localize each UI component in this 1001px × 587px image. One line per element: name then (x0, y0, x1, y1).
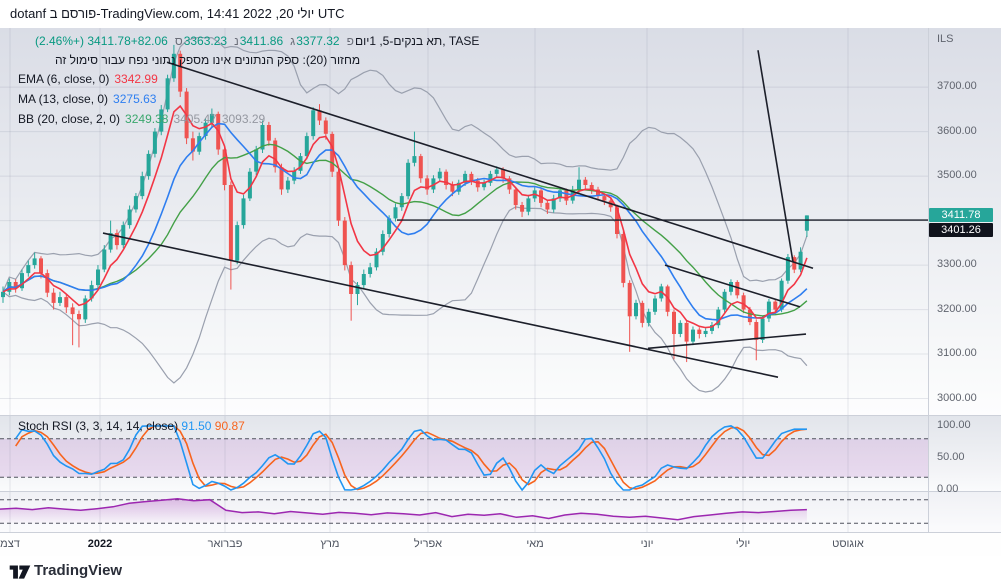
stoch-rsi-legend: Stoch RSI (3, 3, 14, 14, close) 91.50 90… (18, 419, 245, 433)
indicator-value: 3093.29 (221, 112, 266, 126)
ohlc-value-0: 3377.32 (296, 34, 340, 48)
stoch-tick-label: 0.00 (937, 483, 959, 496)
ohlc-value-1: 3411.86 (239, 34, 284, 48)
pane-divider[interactable] (0, 415, 1001, 416)
price-tick-label: 3500.00 (937, 169, 977, 182)
main-chart-pane[interactable] (0, 28, 1001, 415)
month-label: יוני (640, 538, 654, 550)
ohlc-letter-3: ס (174, 34, 183, 48)
ohlc-value-3: 3411.78 (87, 34, 131, 48)
purple-indicator-pane[interactable] (0, 492, 1001, 532)
axis-separator (928, 28, 929, 556)
month-label: אפריל (413, 538, 443, 550)
time-axis[interactable]: דצמ 2022 פברואר מרץ אפריל מאי יוני יולי אוגוסט (0, 533, 1001, 557)
ohlc-value-2: 3363.23 (183, 34, 228, 48)
footer-bar: TradingView (0, 556, 1001, 587)
price-chart-canvas[interactable] (0, 28, 928, 415)
ohlc-letter-1: ג (290, 34, 296, 48)
indicator-value: 3249.38 (125, 112, 169, 126)
price-tick-label: 3100.00 (937, 347, 977, 360)
tradingview-logo-icon[interactable] (9, 562, 31, 580)
month-label: מרץ (320, 538, 340, 550)
stoch-k-value: 91.50 (181, 419, 212, 433)
hline-price-badge: 3401.26 (929, 223, 993, 238)
snapshot-title: dotanf פורסם ב-TradingView.com, 14:41 יו… (10, 6, 345, 21)
stoch-tick-label: 100.00 (937, 418, 971, 431)
ohlc-values: פ 3377.32ג 3411.86נ 3363.23ס 3411.78 (87, 34, 355, 48)
symbol-title: תא בנקים-5, 1יום, TASE (354, 34, 480, 48)
stoch-d-value: 90.87 (214, 419, 245, 433)
symbol-legend-row: תא בנקים-5, 1יום, TASEפ3377.32ג3411.86נ3… (30, 34, 479, 48)
month-label: יולי (735, 538, 751, 550)
purple-indicator-canvas[interactable] (0, 492, 928, 532)
indicator-row-1: MA (13, close, 0) 3275.63 (18, 92, 156, 106)
indicator-label: MA (13, close, 0) (18, 92, 109, 106)
last-price-badge: 3411.78 (929, 208, 993, 223)
volume-legend-row: מחזור (20): ספק הנתונים אינו מספק נתוני … (55, 53, 360, 67)
change-value: +82.06 (+2.46%) (35, 34, 168, 48)
indicator-row-0: EMA (6, close, 0) 3342.99 (18, 72, 158, 86)
month-label: אוגוסט (832, 538, 864, 550)
pane-divider[interactable] (0, 491, 1001, 492)
month-label: 2022 (87, 538, 113, 550)
month-label: מאי (526, 538, 544, 550)
ohlc-letter-0: פ (346, 34, 354, 48)
indicator-label: EMA (6, close, 0) (18, 72, 110, 86)
stoch-tick-label: 50.00 (937, 450, 965, 463)
stoch-rsi-title: Stoch RSI (3, 3, 14, 14, close) (18, 419, 179, 433)
header-bar: dotanf פורסם ב-TradingView.com, 14:41 יו… (0, 0, 1001, 28)
month-label: פברואר (207, 538, 243, 550)
volume-note: מחזור (20): ספק הנתונים אינו מספק נתוני … (55, 53, 361, 67)
indicator-label: BB (20, close, 2, 0) (18, 112, 121, 126)
pane-divider[interactable] (0, 532, 1001, 533)
price-tick-label: 3200.00 (937, 302, 977, 315)
price-tick-label: 3000.00 (937, 391, 977, 404)
indicator-value: 3405.47 (173, 112, 217, 126)
ohlc-letter-2: נ (234, 34, 239, 48)
month-label: דצמ (0, 538, 20, 550)
tradingview-brand[interactable]: TradingView (34, 562, 123, 579)
price-tick-label: 3300.00 (937, 258, 977, 271)
price-tick-label: 3600.00 (937, 124, 977, 137)
indicator-row-2: BB (20, close, 2, 0) 3249.38 3405.47 3093.2… (18, 112, 265, 126)
stoch-rsi-canvas[interactable] (0, 416, 928, 491)
price-tick-label: 3700.00 (937, 80, 977, 93)
currency-label: ILS (937, 33, 954, 45)
stoch-rsi-pane[interactable] (0, 416, 1001, 491)
indicator-value: 3342.99 (114, 72, 158, 86)
indicator-value: 3275.63 (113, 92, 157, 106)
